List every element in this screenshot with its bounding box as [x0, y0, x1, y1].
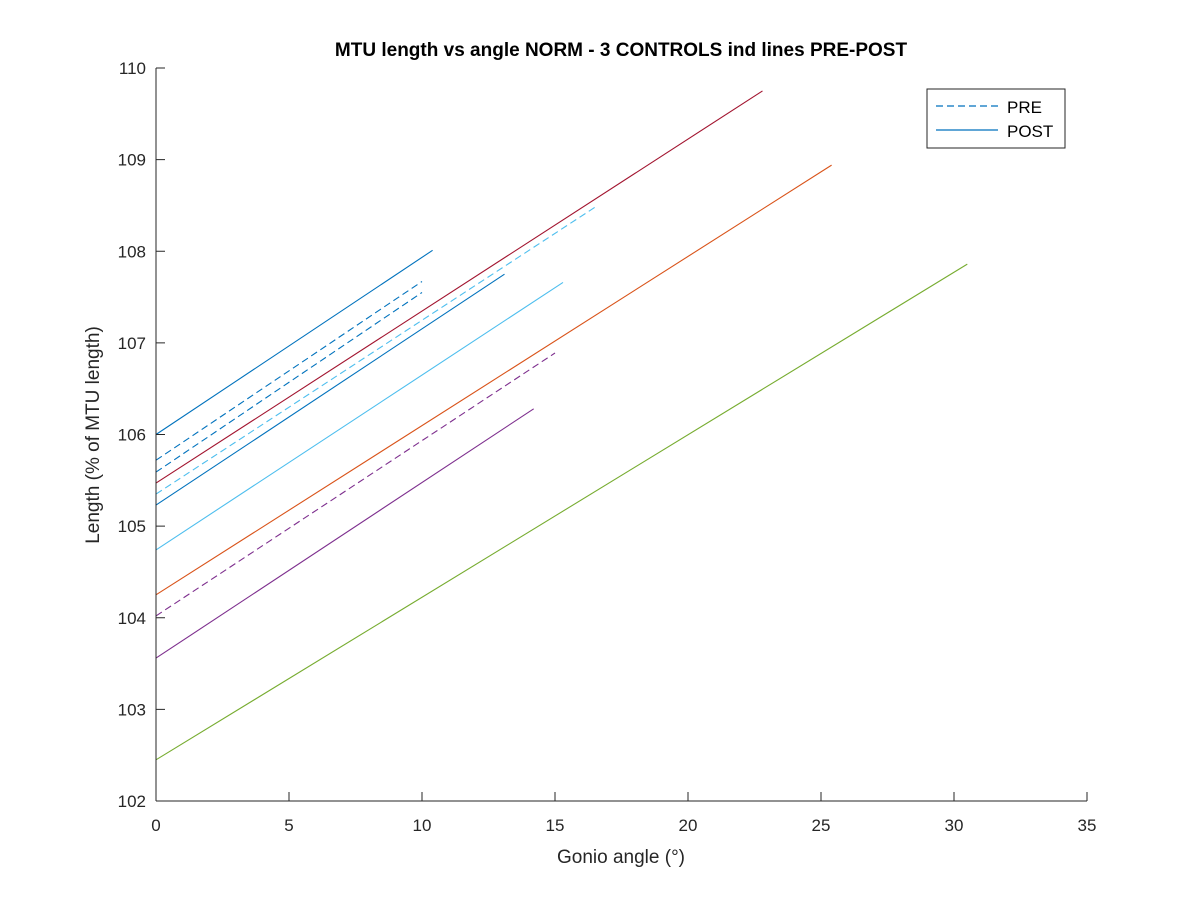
series-line-1-solid [155, 249, 433, 435]
plot-area [156, 68, 1087, 801]
y-tick-label: 106 [118, 426, 146, 445]
y-tick-label: 110 [119, 59, 146, 78]
legend-post-label: POST [1007, 122, 1053, 141]
chart-title: MTU length vs angle NORM - 3 CONTROLS in… [335, 40, 908, 61]
x-tick-label: 25 [812, 816, 831, 835]
series-line-7-solid [155, 281, 564, 551]
series-line-9-dashed [155, 352, 556, 617]
y-tick-label: 108 [118, 242, 146, 261]
series-layer [155, 90, 968, 761]
series-line-5-dashed [155, 292, 423, 473]
x-tick-label: 30 [945, 816, 964, 835]
series-line-10-solid [155, 408, 535, 659]
legend-pre-label: PRE [1007, 98, 1042, 117]
series-line-6-solid [155, 273, 505, 506]
series-line-2-dashed [155, 281, 423, 461]
x-tick-label: 10 [413, 816, 432, 835]
x-tick-label: 5 [284, 816, 293, 835]
y-axis-label: Length (% of MTU length) [83, 326, 104, 544]
x-tick-label: 20 [679, 816, 698, 835]
x-axis-label: Gonio angle (°) [557, 847, 685, 868]
series-line-4-solid [155, 90, 763, 484]
y-tick-label: 107 [118, 334, 146, 353]
series-line-11-solid [155, 263, 968, 761]
legend: PRE POST [926, 88, 1066, 149]
y-tick-label: 104 [118, 609, 146, 628]
y-tick-label: 109 [118, 151, 146, 170]
x-tick-label: 0 [151, 816, 160, 835]
series-line-8-solid [155, 164, 832, 596]
y-tick-label: 102 [118, 792, 146, 811]
y-tick-label: 105 [118, 517, 146, 536]
y-tick-label: 103 [118, 700, 146, 719]
x-tick-label: 35 [1078, 816, 1097, 835]
legend-box [926, 88, 1066, 149]
axes-layer: 0 5 10 15 20 25 30 35 102 103 104 105 106 107 108 109 11… [118, 59, 1097, 835]
x-tick-label: 15 [546, 816, 565, 835]
